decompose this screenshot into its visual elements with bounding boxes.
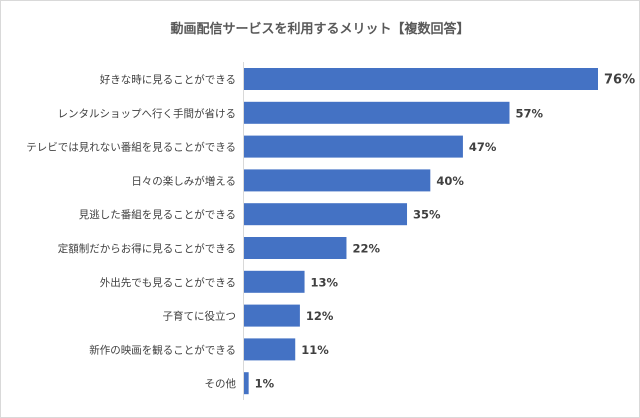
data-label: 57% — [516, 106, 544, 120]
data-label: 76% — [604, 73, 635, 88]
category-label: 外出先でも見ることができる — [100, 276, 236, 289]
bar — [244, 338, 296, 361]
bar — [244, 203, 408, 226]
data-label: 47% — [469, 140, 497, 154]
category-label: 好きな時に見ることができる — [100, 73, 236, 86]
bar — [244, 169, 431, 192]
category-label: 見逃した番組を見ることができる — [79, 208, 236, 221]
category-label: その他 — [205, 377, 237, 390]
data-label: 1% — [255, 377, 275, 391]
category-label: レンタルショップへ行く手間が省ける — [58, 107, 237, 120]
category-label: テレビでは見れない番組を見ることができる — [26, 141, 236, 154]
data-label: 13% — [311, 275, 339, 289]
data-label: 12% — [306, 309, 334, 323]
category-label: 定額制だからお得に見ることができる — [58, 242, 236, 255]
bar — [244, 304, 300, 327]
bar — [244, 101, 510, 124]
category-label: 子育てに役立つ — [163, 310, 237, 323]
category-label: 日々の楽しみが増える — [131, 174, 236, 187]
bar — [244, 68, 598, 90]
data-label: 11% — [301, 343, 329, 357]
data-label: 40% — [436, 174, 464, 188]
data-label: 22% — [352, 242, 380, 256]
bar — [244, 237, 347, 259]
chart-title: 動画配信サービスを利用するメリット【複数回答】 — [170, 22, 470, 37]
data-label: 35% — [413, 208, 441, 222]
bar — [244, 270, 305, 293]
bar — [244, 372, 249, 395]
bar — [244, 135, 463, 158]
category-label: 新作の映画を観ることができる — [89, 343, 236, 356]
